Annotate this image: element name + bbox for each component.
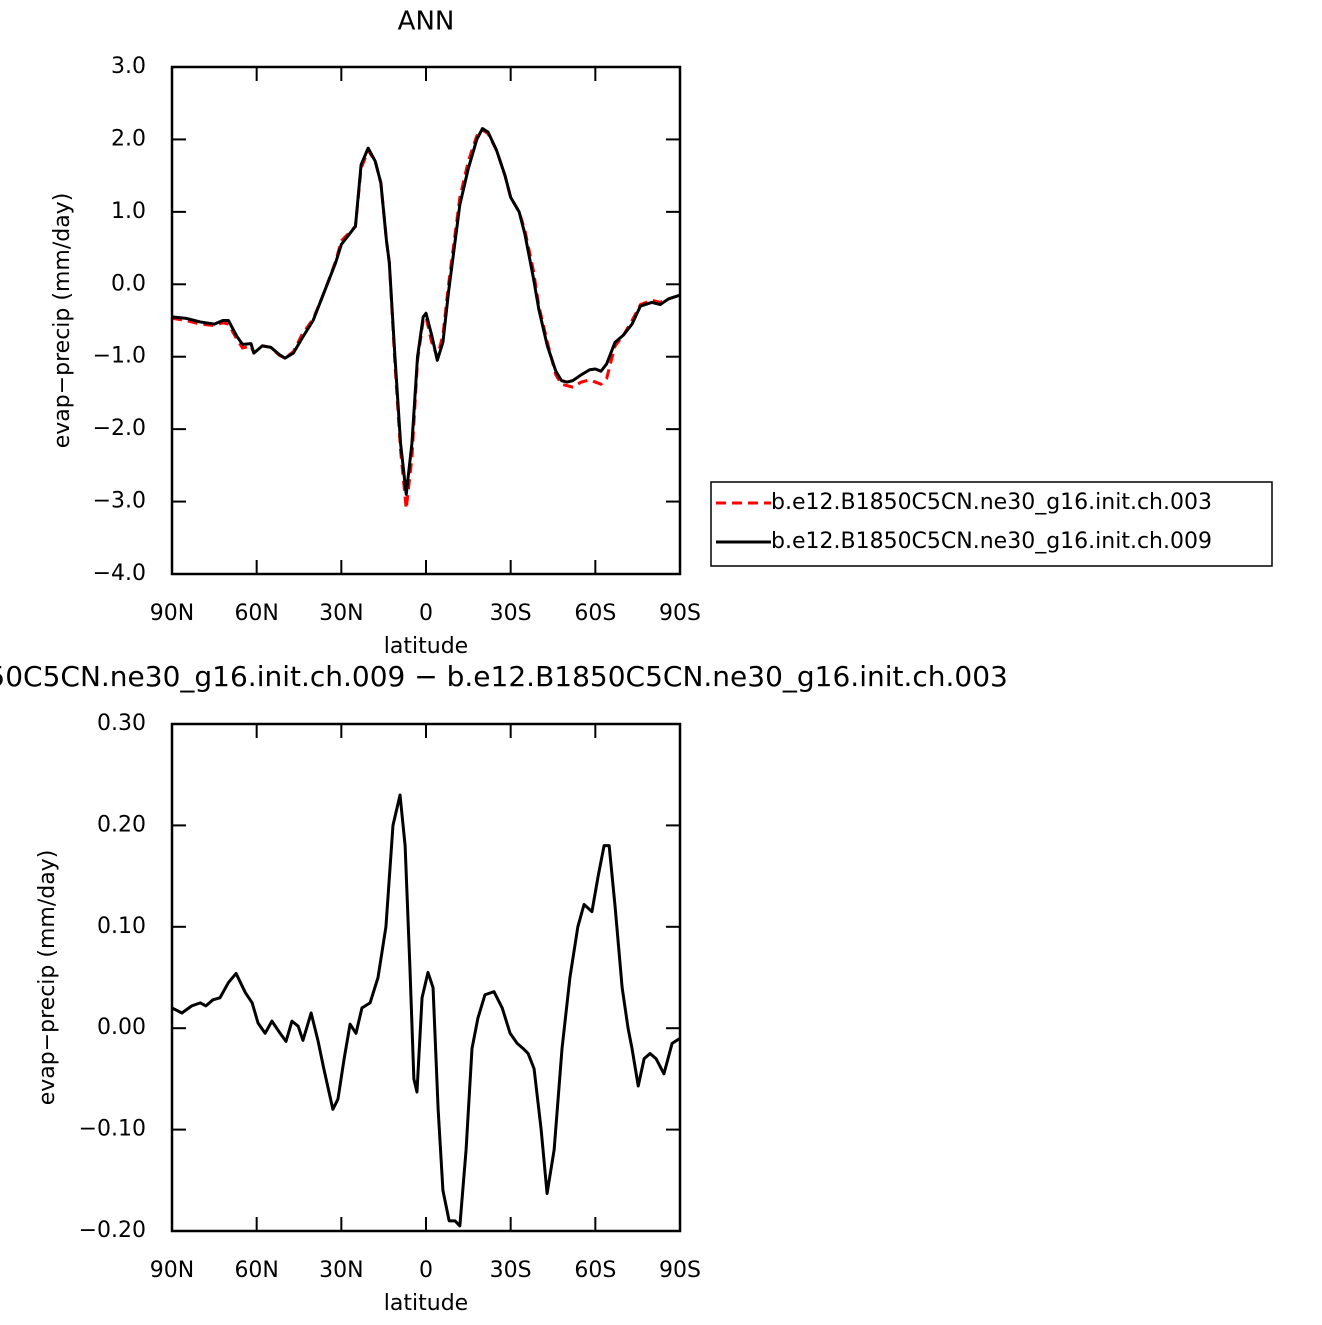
plot-frame (170, 722, 682, 1233)
y-tick-label: 0.00 (97, 1015, 146, 1040)
x-tick-label: 90N (150, 1258, 194, 1283)
chart-title: ANN (398, 7, 455, 37)
y-tick-label: −0.10 (79, 1117, 146, 1142)
x-tick-label: 30N (319, 601, 363, 626)
x-tick-label: 60S (574, 601, 616, 626)
chart-title: b.e12.B1850C5CN.ne30_g16.init.ch.009 − b… (0, 660, 1008, 693)
y-tick-label: −4.0 (93, 561, 146, 586)
y-axis-label: evap−precip (mm/day) (50, 193, 75, 449)
legend-label: b.e12.B1850C5CN.ne30_g16.init.ch.009 (771, 529, 1212, 554)
y-tick-label: 3.0 (111, 54, 146, 79)
x-tick-label: 90S (659, 1258, 701, 1283)
line-series (171, 127, 681, 496)
y-tick-label: 0.0 (111, 271, 146, 296)
x-tick-label: 60S (574, 1258, 616, 1283)
legend-label: b.e12.B1850C5CN.ne30_g16.init.ch.003 (771, 490, 1212, 515)
y-tick-label: 0.30 (97, 711, 146, 736)
line-series (171, 128, 681, 511)
x-tick-label: 60N (234, 601, 278, 626)
x-axis-label: latitude (384, 1291, 468, 1316)
y-tick-label: −3.0 (93, 489, 146, 514)
x-tick-label: 0 (419, 1258, 433, 1283)
x-tick-label: 0 (419, 601, 433, 626)
y-tick-label: 1.0 (111, 199, 146, 224)
y-tick-label: 2.0 (111, 126, 146, 151)
x-axis-label: latitude (384, 634, 468, 659)
y-axis-label: evap−precip (mm/day) (35, 850, 60, 1106)
y-tick-label: 0.20 (97, 812, 146, 837)
y-tick-label: 0.10 (97, 914, 146, 939)
line-series (171, 793, 681, 1228)
x-tick-label: 90N (150, 601, 194, 626)
x-tick-label: 30S (490, 1258, 532, 1283)
x-tick-label: 30S (490, 601, 532, 626)
x-tick-label: 60N (234, 1258, 278, 1283)
x-tick-label: 30N (319, 1258, 363, 1283)
legend-box (710, 481, 1273, 567)
y-tick-label: −1.0 (93, 344, 146, 369)
plot-frame (170, 65, 682, 576)
y-tick-label: −2.0 (93, 416, 146, 441)
y-tick-label: −0.20 (79, 1218, 146, 1243)
x-tick-label: 90S (659, 601, 701, 626)
